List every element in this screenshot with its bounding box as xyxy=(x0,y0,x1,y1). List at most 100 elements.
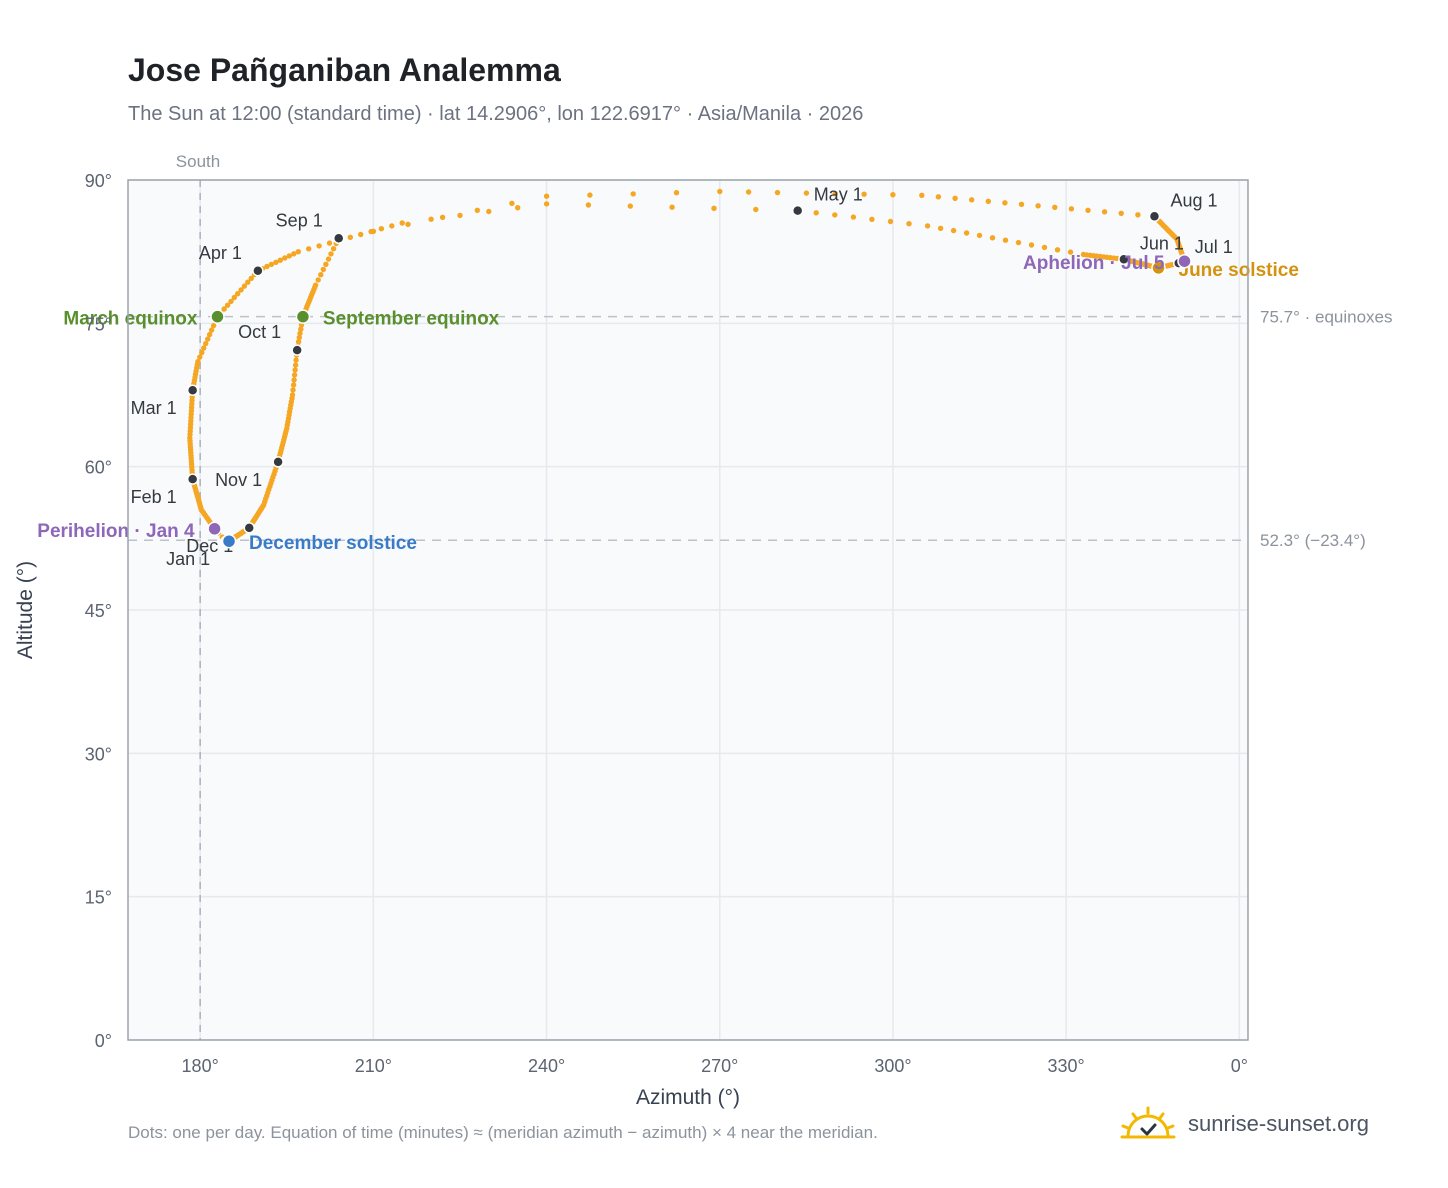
day-dot xyxy=(241,283,248,289)
event-label: September equinox xyxy=(323,309,500,330)
day-dot xyxy=(286,253,292,259)
month-label: Aug 1 xyxy=(1170,190,1217,210)
y-tick-label: 75° xyxy=(85,314,112,334)
day-dot xyxy=(428,216,434,222)
day-dot xyxy=(282,255,288,261)
day-dot xyxy=(711,205,717,211)
day-dot xyxy=(1118,210,1124,216)
day-dot xyxy=(832,212,838,218)
month-marker xyxy=(791,204,804,217)
event-label: June solstice xyxy=(1179,260,1299,281)
day-dot xyxy=(1028,242,1035,248)
day-dot xyxy=(753,206,759,213)
day-dot xyxy=(924,223,931,229)
day-dot xyxy=(850,214,857,220)
day-dot xyxy=(774,189,781,196)
month-label: Jan 1 xyxy=(166,549,210,569)
day-dot xyxy=(509,200,515,206)
event-label: March equinox xyxy=(63,309,198,330)
plot-frame xyxy=(127,179,1249,1041)
month-marker xyxy=(186,384,199,396)
day-dot xyxy=(389,223,395,229)
day-dot xyxy=(292,362,299,368)
day-dot xyxy=(952,195,958,201)
day-dot xyxy=(197,354,203,360)
day-dot xyxy=(976,232,983,239)
day-dot xyxy=(399,220,405,226)
day-dot xyxy=(295,249,301,255)
day-dot xyxy=(293,357,299,363)
month-marker xyxy=(1148,210,1161,223)
event-marker xyxy=(207,521,222,537)
x-tick-label: 270° xyxy=(701,1056,738,1076)
month-label: Jun 1 xyxy=(1140,233,1184,253)
day-dot xyxy=(205,336,211,342)
day-dot xyxy=(323,261,329,267)
day-dot xyxy=(985,198,991,204)
x-tick-label: 210° xyxy=(355,1056,392,1076)
x-axis-label: Azimuth (°) xyxy=(636,1086,740,1109)
day-dot xyxy=(1068,206,1075,212)
month-label: Apr 1 xyxy=(199,243,242,263)
day-dot xyxy=(238,287,244,293)
day-dot xyxy=(950,227,957,234)
day-dot xyxy=(813,210,819,216)
event-marker xyxy=(210,309,225,324)
x-tick-label: 0° xyxy=(1231,1056,1248,1076)
day-dot xyxy=(673,190,680,196)
day-dot xyxy=(989,235,996,241)
day-dot xyxy=(298,326,304,332)
day-dot xyxy=(585,202,592,208)
month-marker xyxy=(243,522,255,534)
event-label: December solstice xyxy=(249,533,417,554)
day-dot xyxy=(515,205,521,211)
day-dot xyxy=(963,230,970,236)
month-marker xyxy=(186,473,199,485)
day-dot xyxy=(228,298,234,305)
event-markers: March equinox September equinox December s… xyxy=(37,253,1299,554)
day-dot xyxy=(890,192,896,198)
x-tick-label: 180° xyxy=(182,1056,219,1076)
event-label: Aphelion · Jul 5 xyxy=(1023,253,1165,274)
day-dot xyxy=(1041,244,1048,251)
day-dot xyxy=(861,191,867,197)
day-dot xyxy=(906,221,912,227)
y-tick-label: 0° xyxy=(95,1031,112,1051)
month-marker xyxy=(1118,253,1130,266)
event-marker xyxy=(295,309,311,324)
month-label: Nov 1 xyxy=(215,470,262,490)
day-dot xyxy=(231,294,237,301)
x-tick-label: 240° xyxy=(528,1056,565,1076)
day-dot xyxy=(273,259,279,265)
month-label: Sep 1 xyxy=(276,210,323,230)
day-dot xyxy=(290,387,296,393)
day-dot xyxy=(1002,237,1009,243)
day-dot xyxy=(210,322,217,329)
x-tick-label: 300° xyxy=(874,1056,911,1076)
day-dot xyxy=(1135,212,1141,218)
footnote: Dots: one per day. Equation of time (min… xyxy=(128,1123,878,1142)
day-dot xyxy=(206,331,213,338)
event-label: Perihelion · Jan 4 xyxy=(37,521,195,542)
day-dot xyxy=(1018,201,1025,207)
y-tick-label: 30° xyxy=(85,744,112,764)
day-dot xyxy=(291,251,297,257)
day-dot xyxy=(832,191,838,197)
day-dot xyxy=(326,240,333,246)
day-dot xyxy=(195,358,201,365)
day-dot xyxy=(969,197,975,203)
y-axis-label: Altitude (°) xyxy=(14,561,37,659)
day-dot xyxy=(887,218,894,225)
month-marker xyxy=(272,456,284,468)
day-dot xyxy=(295,339,302,345)
month-marker xyxy=(291,344,303,356)
day-dot xyxy=(318,272,324,278)
day-dot xyxy=(439,214,446,220)
day-dot xyxy=(1067,249,1074,255)
day-dot xyxy=(543,193,550,199)
day-dot xyxy=(268,261,275,268)
day-dot xyxy=(325,256,332,262)
day-dot xyxy=(630,191,636,197)
day-dot xyxy=(221,306,227,312)
day-dot xyxy=(264,263,270,270)
